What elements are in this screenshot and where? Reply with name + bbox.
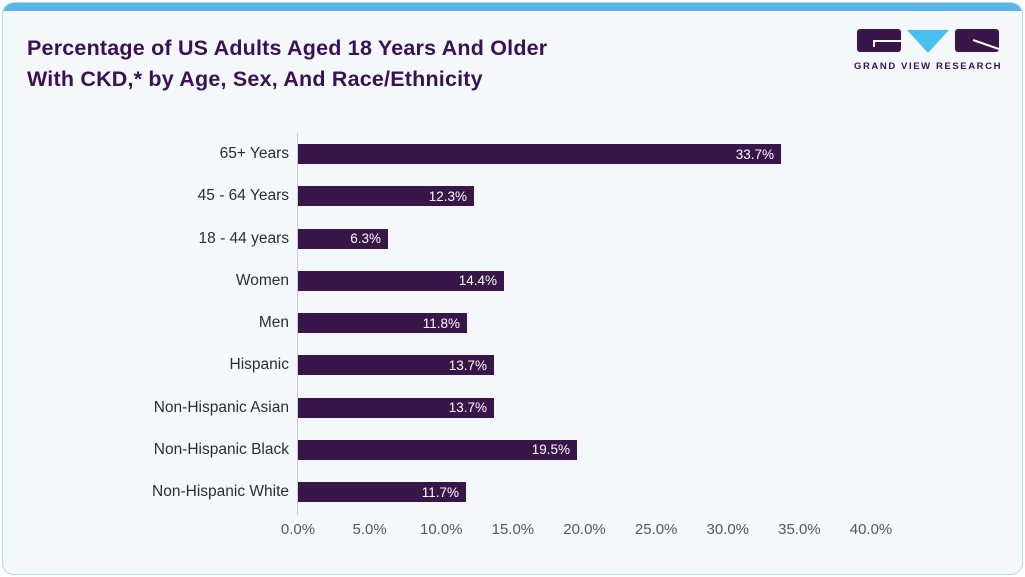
bar-row: 18 - 44 years 6.3% [3, 218, 1022, 260]
bar: 12.3% [298, 186, 474, 207]
bar-chart: 65+ Years 33.7% 45 - 64 Years 12.3% 18 - 44 … [3, 133, 1022, 553]
category-label: Women [235, 271, 289, 289]
bar-value-label: 13.7% [448, 357, 487, 373]
gvr-logo-g-icon [857, 29, 901, 52]
category-label: 18 - 44 years [198, 229, 289, 247]
category-label: 65+ Years [219, 145, 289, 163]
bar-row: 45 - 64 Years 12.3% [3, 175, 1022, 217]
x-axis-tick-label: 35.0% [778, 521, 821, 538]
bar: 33.7% [298, 144, 781, 165]
bar-row: Men 11.8% [3, 302, 1022, 344]
bar: 19.5% [298, 439, 577, 460]
bar: 13.7% [298, 355, 494, 376]
x-axis: 0.0% 5.0% 10.0% 15.0% 20.0% 25.0% 30.0% 35.0% 40… [3, 521, 1022, 541]
x-axis-tick-label: 25.0% [634, 521, 678, 538]
gvr-logo-r-icon [955, 29, 999, 52]
chart-title-line2: With CKD,* by Age, Sex, And Race/Ethnici… [27, 67, 483, 91]
category-label: Non-Hispanic Asian [153, 398, 289, 416]
bar-row: Hispanic 13.7% [3, 344, 1022, 386]
bar-value-label: 19.5% [531, 442, 570, 458]
bar-value-label: 33.7% [735, 146, 774, 162]
gvr-logo-marks [857, 29, 999, 54]
category-label: Non-Hispanic White [152, 483, 289, 501]
bar-value-label: 11.7% [421, 484, 459, 500]
bar-value-label: 13.7% [448, 400, 487, 416]
x-axis-tick-label: 10.0% [419, 521, 463, 538]
grand-view-research-logo: GRAND VIEW RESEARCH [854, 29, 1002, 72]
bar: 13.7% [298, 397, 494, 418]
bar-value-label: 14.4% [458, 273, 497, 289]
bar-value-label: 6.3% [350, 231, 381, 247]
bar-row: Non-Hispanic Asian 13.7% [3, 387, 1022, 429]
bar-row: Women 14.4% [3, 260, 1022, 302]
bar: 11.7% [298, 482, 466, 503]
x-axis-tick-label: 0.0% [280, 521, 316, 538]
bar-value-label: 11.8% [422, 315, 460, 331]
x-axis-tick-label: 5.0% [352, 521, 387, 538]
chart-title: Percentage of US Adults Aged 18 Years An… [27, 33, 547, 95]
bar-value-label: 12.3% [428, 188, 467, 204]
y-axis-line [297, 133, 298, 515]
chart-title-line1: Percentage of US Adults Aged 18 Years An… [27, 36, 548, 60]
x-axis-tick-label: 20.0% [563, 521, 606, 538]
category-label: Hispanic [229, 356, 289, 374]
x-axis-tick-label: 40.0% [849, 521, 893, 538]
x-axis-tick-label: 15.0% [491, 521, 535, 538]
bar: 11.8% [298, 313, 467, 334]
bar: 6.3% [298, 228, 388, 249]
gvr-logo-v-icon [907, 30, 949, 53]
category-label: 45 - 64 Years [197, 187, 289, 205]
x-axis-tick-label: 30.0% [706, 521, 750, 538]
bar-row: Non-Hispanic Black 19.5% [3, 429, 1022, 471]
bar-row: Non-Hispanic White 11.7% [3, 471, 1022, 513]
category-label: Non-Hispanic Black [153, 440, 289, 458]
gvr-logo-wordmark: GRAND VIEW RESEARCH [853, 61, 1003, 72]
category-label: Men [258, 314, 289, 332]
bar: 14.4% [298, 270, 504, 291]
accent-top-strip [3, 3, 1022, 11]
bar-row: 65+ Years 33.7% [3, 133, 1022, 175]
